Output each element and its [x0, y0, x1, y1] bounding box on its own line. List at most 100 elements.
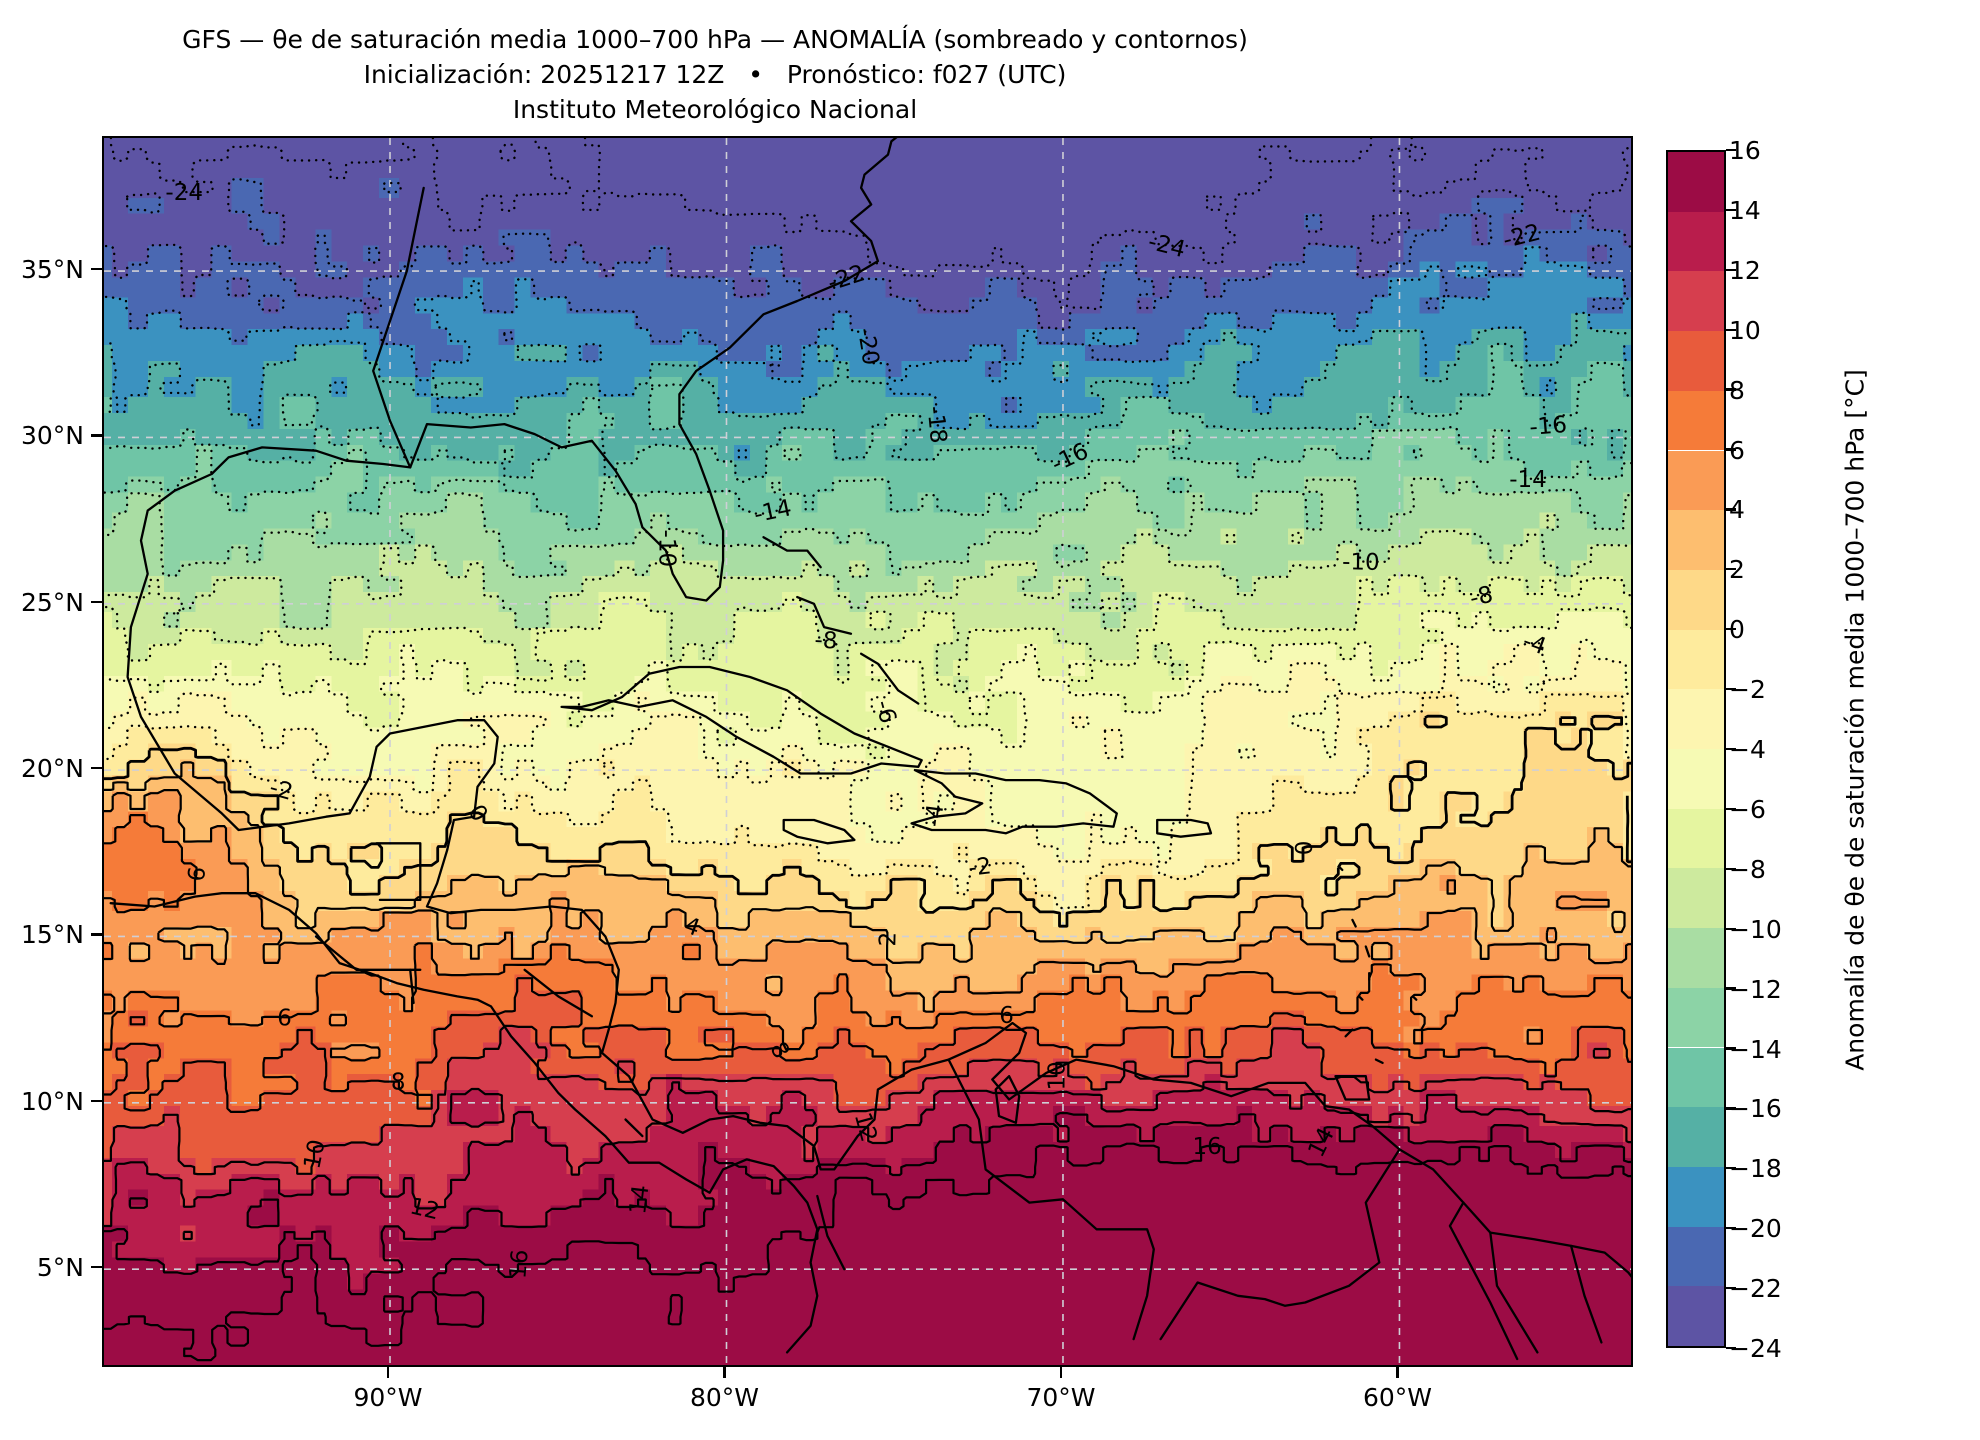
- contour-negative: [104, 482, 1107, 579]
- contour-positive: [104, 1030, 502, 1176]
- contour-label: -4: [921, 802, 950, 828]
- coastline-path: [1334, 1075, 1371, 1101]
- contour-negative: [1412, 448, 1423, 459]
- colorbar-tick-label: 12: [1729, 255, 1761, 285]
- contour-positive: [1556, 895, 1610, 910]
- latitude-tick-label: 15°N: [20, 920, 84, 950]
- colorbar-tick-mark: [1726, 927, 1736, 930]
- contour-positive: [104, 941, 114, 961]
- contour-negative: [770, 344, 782, 367]
- longitude-tick-label: 90°W: [353, 1383, 423, 1412]
- contour-negative: [104, 195, 1493, 331]
- contour-positive: [104, 750, 151, 781]
- graticule-gridlines: [104, 138, 1631, 1365]
- contour-positive: [157, 925, 229, 965]
- colorbar[interactable]: [1666, 150, 1726, 1348]
- contour-positive: [1590, 714, 1623, 731]
- colorbar-tick-label: 14: [1729, 195, 1761, 225]
- colorbar-tick-mark: [1726, 148, 1736, 152]
- contour-positive: [703, 1028, 735, 1051]
- colorbar-band: [1668, 1286, 1724, 1346]
- contour-negative: [1371, 426, 1631, 480]
- contour-positive: [181, 761, 1631, 964]
- contour-positive: [1625, 795, 1631, 864]
- coastline-path: [762, 536, 822, 569]
- coastline-path: [375, 842, 422, 902]
- contour-label: -8: [814, 627, 838, 654]
- coastline-path: [1411, 995, 1418, 1001]
- contour-negative: [578, 343, 602, 363]
- contour-negative: [104, 397, 112, 413]
- contour-negative: [1225, 534, 1236, 544]
- contour-label: 14: [1304, 1124, 1340, 1162]
- contour-label: -10: [653, 530, 679, 568]
- coastline-path: [126, 138, 1631, 1278]
- coastline-path: [1374, 1058, 1384, 1065]
- contour-positive: [148, 746, 975, 914]
- colorbar-band: [1668, 569, 1724, 630]
- contour-label: 6: [999, 1003, 1014, 1029]
- contour-negative: [1167, 477, 1192, 494]
- contour-negative: [104, 247, 1527, 383]
- contour-positive: [1370, 941, 1393, 961]
- colorbar-band: [1668, 271, 1724, 332]
- colorbar-band: [1668, 629, 1724, 690]
- colorbar-tick-mark: [1726, 508, 1736, 511]
- latitude-tick-label: 5°N: [36, 1253, 84, 1283]
- latitude-tick-mark: [91, 766, 102, 770]
- contour-label: -22: [825, 260, 869, 296]
- contour-positive: [104, 815, 132, 845]
- contour-positive: [616, 1060, 636, 1083]
- contour-positive: [671, 1080, 1631, 1163]
- contour-positive: [128, 1197, 148, 1209]
- contour-negative: [1444, 638, 1631, 697]
- contour-negative: [104, 729, 129, 761]
- contour-negative: [104, 534, 1137, 632]
- contour-negative: [865, 138, 1373, 309]
- latitude-tick-label: 25°N: [20, 587, 84, 617]
- colorbar-band: [1668, 868, 1724, 929]
- contour-label: -24: [1145, 229, 1188, 263]
- contour-label: 2: [875, 931, 901, 946]
- contour-positive: [449, 1087, 505, 1128]
- colorbar-tick-mark: [1726, 268, 1736, 271]
- contour-positive: [1526, 1028, 1543, 1045]
- contour-negative: [1421, 606, 1631, 633]
- contour-negative: [784, 761, 801, 779]
- figure-title-block: GFS — θe de saturación media 1000–700 hP…: [0, 22, 1430, 127]
- contour-negative: [104, 612, 1444, 760]
- negative-contours: [104, 138, 1631, 910]
- coastline-path: [314, 935, 422, 971]
- coastline-path: [1448, 1201, 1519, 1361]
- contour-negative: [434, 381, 482, 399]
- contour-positive: [1545, 927, 1558, 944]
- colorbar-tick-label: 4: [1729, 495, 1745, 525]
- contour-label: -14: [752, 495, 794, 528]
- contour-positive: [1423, 714, 1448, 729]
- contour-negative: [1421, 693, 1631, 759]
- contour-label: 10: [299, 1137, 330, 1171]
- coastline-path: [816, 1194, 846, 1271]
- colorbar-band: [1668, 510, 1724, 570]
- colorbar-band: [1668, 152, 1724, 212]
- contour-negative: [329, 381, 348, 394]
- contour-negative: [1389, 138, 1631, 213]
- contour-negative: [1092, 326, 1140, 348]
- contour-positive: [104, 1115, 1070, 1296]
- contour-positive: [128, 942, 151, 963]
- latitude-tick-label: 10°N: [20, 1086, 84, 1116]
- map-plot-area[interactable]: -24 -24 -22 -22 -20 -18 -16 -16 -14 -14 -10 -10 -8 -8…: [102, 136, 1633, 1367]
- contour-negative: [1172, 429, 1191, 450]
- colorbar-tick-label: 16: [1729, 136, 1761, 165]
- contour-negative: [1154, 641, 1189, 681]
- latitude-tick-label: 20°N: [20, 754, 84, 784]
- longitude-tick-mark: [386, 1367, 390, 1378]
- contour-negative: [771, 481, 781, 494]
- contour-negative: [258, 294, 285, 312]
- contour-negative: [603, 761, 615, 779]
- contour-negative: [1104, 477, 1631, 537]
- latitude-tick-mark: [91, 1265, 102, 1269]
- colorbar-tick-mark: [1726, 807, 1736, 811]
- colorbar-tick-mark: [1726, 1286, 1736, 1290]
- colorbar-band: [1668, 211, 1724, 272]
